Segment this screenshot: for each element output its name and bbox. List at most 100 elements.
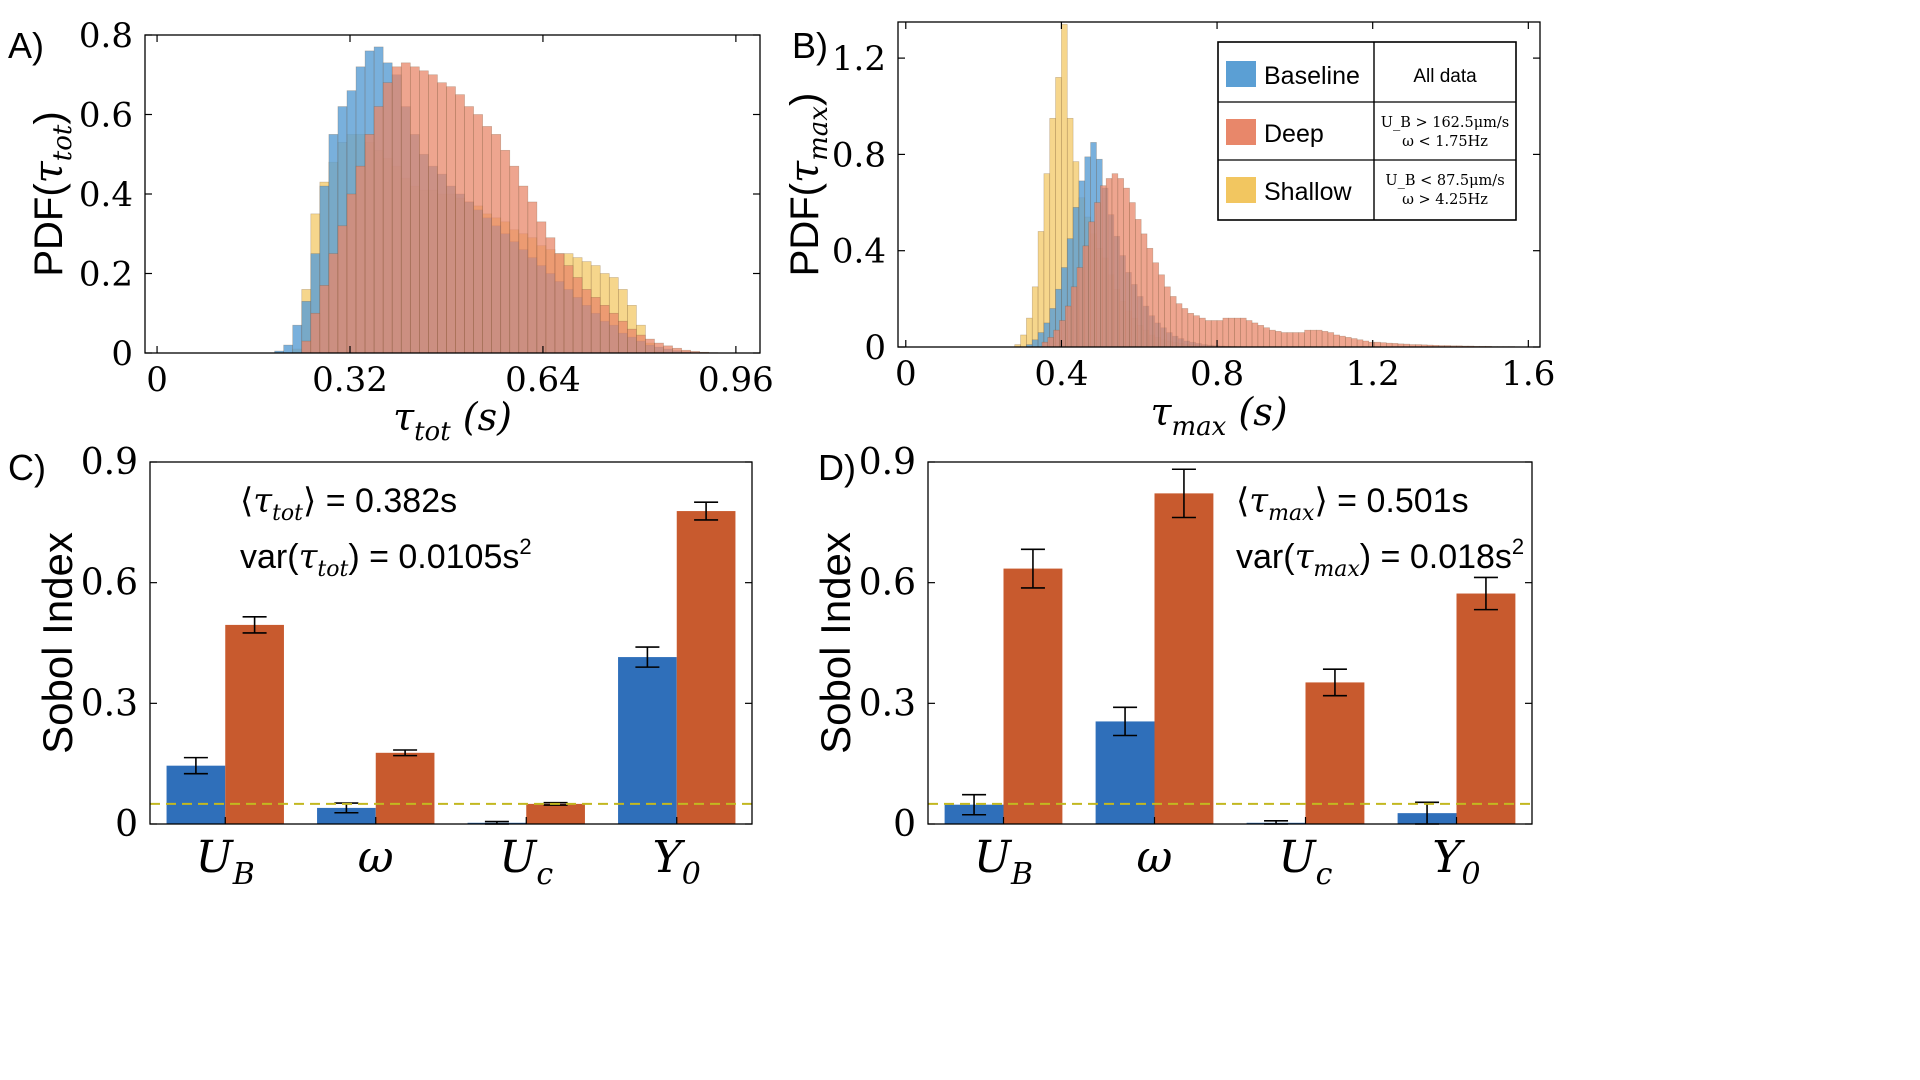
histogram-bar bbox=[364, 134, 375, 354]
histogram-bar bbox=[1263, 327, 1270, 348]
histogram-bar bbox=[1100, 185, 1107, 348]
histogram-bar bbox=[1105, 178, 1113, 348]
bar-total bbox=[676, 511, 736, 824]
bar-total bbox=[225, 624, 284, 824]
histogram-bar bbox=[1280, 332, 1288, 348]
histogram-bar bbox=[328, 253, 339, 354]
x-tick-label: 0 bbox=[895, 354, 917, 394]
histogram-bar bbox=[1199, 317, 1206, 348]
histogram-bar bbox=[1345, 337, 1352, 348]
x-axis-label: τtot (s) bbox=[393, 395, 512, 447]
y-tick-label: 0.3 bbox=[81, 683, 138, 724]
x-category-label: Y0 bbox=[1432, 832, 1480, 892]
y-tick-label: 0.8 bbox=[832, 135, 886, 175]
histogram-bar bbox=[400, 62, 411, 354]
histogram-bar bbox=[1043, 173, 1051, 348]
histogram-bar bbox=[464, 106, 474, 354]
histogram-bar bbox=[654, 342, 664, 354]
plot-frame bbox=[149, 461, 753, 825]
legend-condition: All data bbox=[1413, 66, 1477, 87]
histogram-bar bbox=[1082, 245, 1089, 348]
y-tick-label: 0.4 bbox=[79, 175, 133, 215]
x-axis-label: τmax (s) bbox=[1150, 390, 1287, 442]
panel-label: C) bbox=[8, 447, 46, 488]
histogram-bar bbox=[482, 126, 492, 354]
stat-annotation: ⟨τmax⟩ = 0.501s bbox=[1236, 481, 1469, 526]
histogram-bar bbox=[663, 345, 673, 354]
histogram-bar bbox=[1088, 221, 1095, 348]
x-tick-label: 0.4 bbox=[1034, 354, 1088, 394]
histogram-bar bbox=[437, 82, 447, 354]
histogram-bar bbox=[355, 165, 366, 354]
histogram-bar bbox=[1031, 286, 1039, 348]
panel-label: D) bbox=[818, 447, 856, 488]
histogram-bar bbox=[1164, 286, 1171, 348]
histogram-bar bbox=[446, 86, 456, 354]
histogram-bar bbox=[1026, 317, 1033, 348]
histogram-bar bbox=[1310, 329, 1317, 348]
stat-annotation: var(τtot) = 0.0105s2 bbox=[240, 534, 532, 582]
y-tick-label: 0.3 bbox=[859, 683, 916, 724]
bar-total bbox=[1305, 682, 1365, 824]
y-tick-label: 0.9 bbox=[859, 442, 916, 483]
histogram-bar bbox=[1240, 317, 1247, 348]
bar-total bbox=[1456, 593, 1516, 824]
histogram-bar bbox=[500, 149, 511, 354]
bar-total bbox=[1154, 493, 1214, 824]
histogram-bar bbox=[1292, 332, 1300, 348]
x-tick-label: 0.8 bbox=[1190, 354, 1244, 394]
y-tick-label: 0.8 bbox=[79, 16, 133, 56]
histogram-bar bbox=[1362, 340, 1370, 348]
legend-swatch-deep bbox=[1226, 119, 1256, 145]
histogram-bar bbox=[1053, 329, 1060, 348]
bar-total bbox=[526, 803, 585, 824]
histogram-bar bbox=[1327, 332, 1335, 348]
histogram-bar bbox=[373, 106, 384, 354]
x-tick-label: 1.6 bbox=[1501, 354, 1555, 394]
histogram-bar bbox=[1129, 202, 1136, 348]
legend-condition: U_B < 87.5μm/s bbox=[1385, 173, 1504, 189]
y-tick-label: 0.2 bbox=[79, 255, 133, 295]
histogram-bar bbox=[1286, 332, 1294, 348]
histogram-bar bbox=[1140, 233, 1148, 348]
histogram-bar bbox=[1037, 231, 1045, 348]
histogram-bar bbox=[590, 297, 601, 354]
legend-swatch-baseline bbox=[1226, 61, 1256, 87]
histogram-bar bbox=[1070, 286, 1078, 348]
histogram-bar bbox=[599, 304, 610, 354]
bar-first-order bbox=[317, 807, 376, 824]
plot-frame bbox=[927, 461, 1533, 825]
series-deep bbox=[301, 62, 719, 354]
legend-condition: ω > 4.25Hz bbox=[1402, 192, 1488, 208]
histogram-bar bbox=[627, 328, 637, 354]
panel-d: UB ω Uc Y0 0 0.3 0.6 0.9D) Sobol Index ⟨τmax⟩ = 0… bbox=[812, 442, 1533, 892]
x-category-label: Uc bbox=[1279, 832, 1333, 892]
histogram-bar bbox=[473, 114, 483, 354]
histogram-bar bbox=[509, 165, 520, 354]
y-axis-label: Sobol Index bbox=[812, 532, 859, 754]
histogram-bar bbox=[1333, 334, 1340, 348]
plot-frame bbox=[897, 21, 1541, 348]
histogram-bar bbox=[1135, 219, 1142, 348]
histogram-bar bbox=[645, 338, 655, 354]
histogram-bar bbox=[301, 340, 312, 354]
histogram-bar bbox=[1269, 329, 1276, 348]
histogram-bar bbox=[1339, 335, 1346, 348]
x-tick-label: 0.32 bbox=[312, 360, 388, 400]
legend-swatch-shallow bbox=[1226, 177, 1256, 203]
panel-a: 0 0.32 0.64 0.96 0 0.2 0.4 0.6 0.8 A) τtot (s) PDF(… bbox=[8, 16, 774, 447]
histogram-bar bbox=[608, 312, 619, 354]
histogram-bar bbox=[1170, 296, 1177, 348]
panel-c: UB ω Uc Y0 0 0.3 0.6 0.9 C) Sobol Index ⟨τtot⟩ = 0… bbox=[8, 442, 753, 892]
y-tick-label: 0.6 bbox=[79, 96, 133, 136]
histogram-bar bbox=[428, 74, 438, 354]
x-category-label: UB bbox=[974, 832, 1033, 892]
histogram-bar bbox=[1315, 329, 1323, 348]
x-category-label: Y0 bbox=[653, 832, 701, 892]
histogram-bar bbox=[346, 193, 357, 354]
panel-b: 0 0.4 0.8 1.2 1.600.40.81.2B)τmax (s)PDF(τma… bbox=[782, 21, 1555, 442]
legend-condition: ω < 1.75Hz bbox=[1402, 134, 1488, 150]
histogram-bar bbox=[310, 312, 321, 354]
histogram-bar bbox=[1181, 308, 1189, 348]
histogram-bar bbox=[1350, 338, 1358, 348]
